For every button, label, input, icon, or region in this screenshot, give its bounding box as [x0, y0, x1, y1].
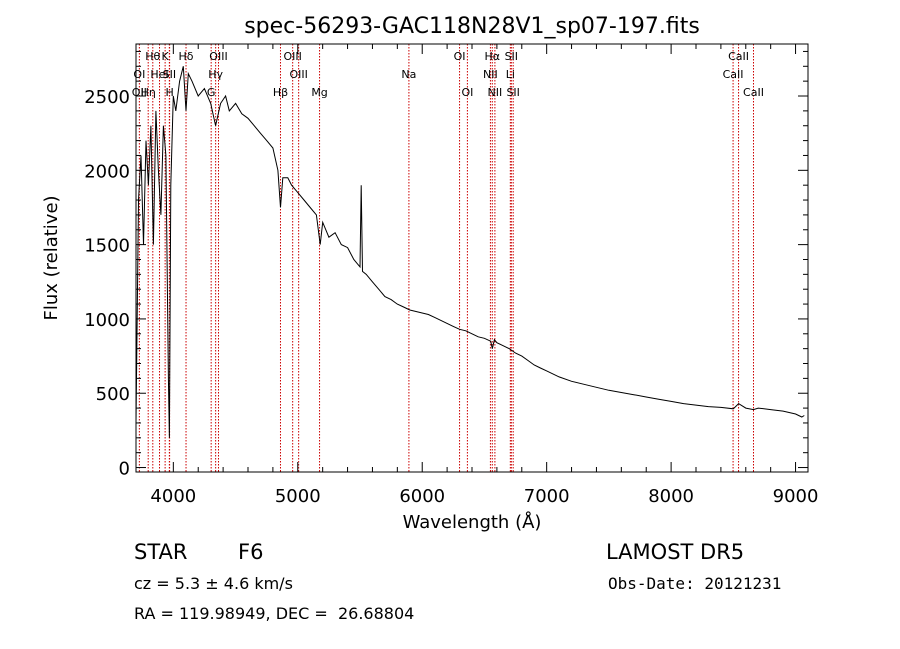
line-label: OIII [209, 50, 227, 63]
x-axis: 4000 5000 6000 7000 8000 9000 [150, 44, 818, 507]
line-label: SII [506, 86, 519, 99]
line-label: CaII [728, 50, 749, 63]
line-label: H [165, 86, 173, 99]
x-tick-label: 9000 [773, 486, 819, 507]
line-label: NII [483, 68, 498, 81]
line-label: Hδ [179, 50, 194, 63]
line-label: OI [133, 68, 145, 81]
x-tick-label: 8000 [648, 486, 694, 507]
line-label: Hα [485, 50, 501, 63]
object-type: STAR [134, 540, 188, 564]
line-label: Hη [141, 86, 156, 99]
line-label: OIII [283, 50, 301, 63]
line-label: CaII [723, 68, 744, 81]
y-tick-label: 500 [96, 384, 130, 405]
line-label: SII [163, 68, 176, 81]
y-axis: 0 500 1000 1500 2000 2500 [84, 50, 808, 480]
line-label: OI [461, 86, 473, 99]
line-label: HeI [150, 68, 168, 81]
redshift-velocity: cz = 5.3 ± 4.6 km/s [134, 574, 293, 593]
coordinates: RA = 119.98949, DEC = 26.68804 [134, 604, 415, 623]
line-label: NII [488, 86, 503, 99]
y-tick-label: 2000 [84, 161, 130, 182]
x-tick-label: 4000 [150, 486, 196, 507]
line-label: SII [505, 50, 518, 63]
line-label: Hθ [145, 50, 160, 63]
y-tick-label: 2500 [84, 87, 130, 108]
line-label: OI [454, 50, 466, 63]
line-label: Hγ [208, 68, 223, 81]
y-tick-label: 1000 [84, 310, 130, 331]
line-label: Mg [311, 86, 327, 99]
observation-date: Obs-Date: 20121231 [608, 574, 782, 593]
subclass: F6 [238, 540, 264, 564]
line-label: CaII [743, 86, 764, 99]
spectrum-line [135, 66, 805, 438]
x-tick-label: 7000 [524, 486, 570, 507]
chart-title: spec-56293-GAC118N28V1_sp07-197.fits [244, 14, 700, 39]
line-label: Li [506, 68, 515, 81]
line-label: Na [401, 68, 416, 81]
x-tick-label: 6000 [399, 486, 445, 507]
line-label: Hβ [273, 86, 288, 99]
plot-frame [135, 43, 809, 473]
emission-line-markers [138, 44, 754, 472]
y-tick-label: 1500 [84, 236, 130, 257]
x-axis-label: Wavelength (Å) [403, 511, 542, 533]
y-axis-label: Flux (relative) [41, 195, 62, 320]
line-label: OIII [289, 68, 307, 81]
y-tick-label: 0 [119, 459, 130, 480]
x-tick-label: 5000 [275, 486, 321, 507]
line-label: K [162, 50, 170, 63]
survey-name: LAMOST DR5 [606, 540, 745, 564]
line-label: G [207, 86, 216, 99]
